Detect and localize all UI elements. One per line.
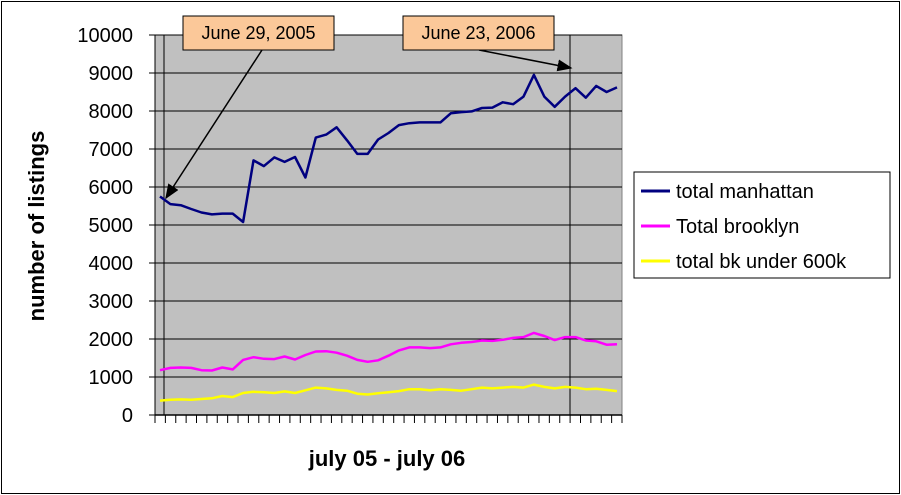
y-tick-label: 2000 [89, 329, 134, 351]
x-axis-ticks [154, 415, 623, 423]
callout-label: June 29, 2005 [201, 23, 315, 43]
legend-box [633, 171, 891, 279]
data-series [159, 73, 618, 402]
y-tick-label: 9000 [89, 63, 134, 85]
series-line-0 [159, 73, 618, 224]
y-tick-label: 7000 [89, 139, 134, 161]
callout-label: June 23, 2006 [421, 23, 535, 43]
annotation-markers [163, 35, 571, 415]
y-tick-label: 4000 [89, 253, 134, 275]
callout-box [402, 15, 555, 51]
callout-arrow [478, 49, 573, 72]
series-line-2 [159, 383, 618, 402]
callout-arrow [165, 49, 263, 200]
y-axis-ticks: 0 1000 2000 3000 4000 5000 6000 7000 8000 9000 100… [77, 25, 156, 427]
y-tick-label: 1000 [89, 367, 134, 389]
y-tick-label: 0 [122, 405, 133, 427]
series-line-1 [159, 331, 618, 372]
legend-label: total bk under 600k [676, 251, 847, 273]
legend-label: total manhattan [676, 181, 814, 203]
legend-label: Total brooklyn [676, 216, 799, 238]
callout-box [182, 15, 335, 51]
gridlines [155, 34, 622, 416]
y-tick-label: 3000 [89, 291, 134, 313]
x-axis-title: july 05 - july 06 [308, 446, 466, 471]
y-tick-label: 10000 [77, 25, 133, 47]
y-tick-label: 6000 [89, 177, 134, 199]
y-tick-label: 5000 [89, 215, 134, 237]
legend: total manhattan Total brooklyn total bk un… [633, 171, 891, 279]
y-axis-title: number of listings [24, 131, 49, 322]
y-tick-label: 8000 [89, 101, 134, 123]
annotation-callouts: June 29, 2005 June 23, 2006 [165, 15, 573, 200]
